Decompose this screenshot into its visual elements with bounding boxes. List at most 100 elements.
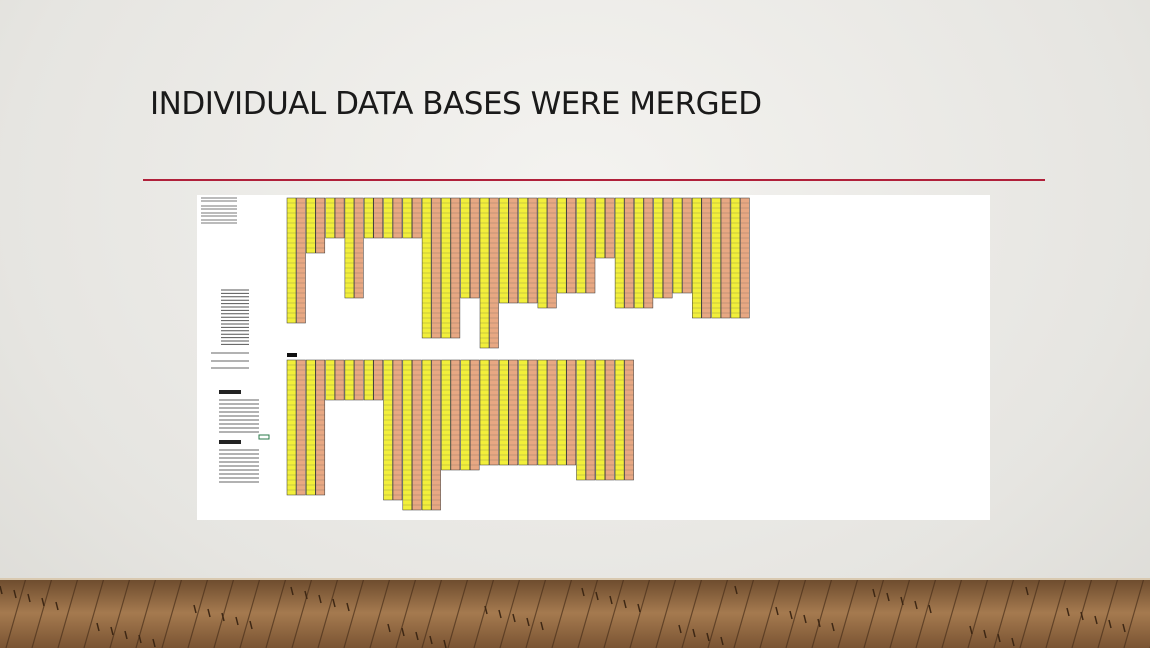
plank-joint bbox=[678, 624, 682, 634]
plank-joint bbox=[928, 604, 932, 614]
plank-seam bbox=[525, 578, 547, 648]
plank-joint bbox=[1094, 615, 1098, 625]
plank-seam bbox=[811, 578, 833, 648]
plank-joint bbox=[1080, 611, 1084, 621]
plank-seam bbox=[1123, 578, 1145, 648]
plank-joint bbox=[484, 605, 488, 615]
plank-seam bbox=[889, 578, 911, 648]
plank-joint bbox=[512, 613, 516, 623]
plank-joint bbox=[27, 593, 31, 603]
plank-joint bbox=[318, 594, 322, 604]
plank-joint bbox=[110, 626, 114, 636]
plank-joint bbox=[96, 622, 100, 632]
plank-seam bbox=[915, 578, 937, 648]
plank-joint bbox=[152, 638, 156, 648]
plank-joint bbox=[526, 617, 530, 627]
plank-joint bbox=[817, 618, 821, 628]
sheet-column-yellow bbox=[286, 359, 297, 496]
plank-seam bbox=[187, 578, 209, 648]
plank-seam bbox=[473, 578, 495, 648]
plank-joint bbox=[0, 585, 3, 595]
plank-joint bbox=[401, 627, 405, 637]
plank-joint bbox=[914, 600, 918, 610]
plank-seam bbox=[733, 578, 755, 648]
sheet-button bbox=[258, 434, 270, 440]
plank-seam bbox=[57, 578, 79, 648]
wood-floor bbox=[0, 578, 1150, 648]
plank-seam bbox=[161, 578, 183, 648]
plank-joint bbox=[692, 628, 696, 638]
sheet-column-yellow bbox=[479, 359, 490, 466]
title-rule bbox=[143, 179, 1045, 181]
plank-seam bbox=[395, 578, 417, 648]
plank-seam bbox=[213, 578, 235, 648]
sheet-column-yellow bbox=[306, 359, 316, 496]
sheet-column-salmon bbox=[527, 359, 538, 466]
sheet-column-yellow bbox=[286, 197, 297, 324]
plank-joint bbox=[623, 599, 627, 609]
sheet-column-yellow bbox=[537, 359, 548, 466]
plank-joint bbox=[789, 610, 793, 620]
sheet-label-box bbox=[287, 353, 297, 357]
plank-joint bbox=[207, 608, 211, 618]
plank-joint bbox=[803, 614, 807, 624]
sheet-column-yellow bbox=[306, 197, 316, 254]
plank-joint bbox=[969, 625, 973, 635]
sheet-column-yellow bbox=[556, 197, 567, 294]
plank-seam bbox=[759, 578, 781, 648]
sheet-column-salmon bbox=[508, 359, 519, 466]
plank-seam bbox=[265, 578, 287, 648]
sheet-column-salmon bbox=[527, 197, 538, 304]
plank-joint bbox=[595, 591, 599, 601]
plank-joint bbox=[1066, 607, 1070, 617]
plank-joint bbox=[1025, 586, 1029, 596]
plank-joint bbox=[346, 602, 350, 612]
sheet-column-salmon bbox=[585, 197, 596, 294]
plank-seam bbox=[993, 578, 1015, 648]
plank-joint bbox=[55, 601, 59, 611]
sheet-column-yellow bbox=[499, 197, 509, 304]
plank-joint bbox=[290, 586, 294, 596]
plank-joint bbox=[1108, 619, 1112, 629]
plank-seam bbox=[5, 578, 27, 648]
plank-seam bbox=[551, 578, 573, 648]
plank-seam bbox=[785, 578, 807, 648]
plank-seam bbox=[863, 578, 885, 648]
plank-seam bbox=[837, 578, 859, 648]
plank-seam bbox=[1097, 578, 1119, 648]
plank-joint bbox=[443, 639, 447, 648]
sheet-column-yellow bbox=[518, 359, 528, 466]
sheet-column-salmon bbox=[566, 197, 576, 294]
plank-joint bbox=[886, 592, 890, 602]
plank-seam bbox=[681, 578, 703, 648]
plank-joint bbox=[415, 631, 419, 641]
slide-title: INDIVIDUAL DATA BASES WERE MERGED bbox=[150, 86, 762, 122]
plank-joint bbox=[235, 616, 239, 626]
plank-seam bbox=[577, 578, 599, 648]
plank-seam bbox=[499, 578, 521, 648]
plank-joint bbox=[706, 632, 710, 642]
plank-seam bbox=[343, 578, 365, 648]
plank-joint bbox=[332, 598, 336, 608]
plank-seam bbox=[447, 578, 469, 648]
sheet-column-salmon bbox=[508, 197, 519, 304]
sheet-column-salmon bbox=[489, 359, 499, 466]
plank-joint bbox=[304, 590, 308, 600]
plank-joint bbox=[734, 585, 738, 595]
plank-joint bbox=[581, 587, 585, 597]
plank-seam bbox=[83, 578, 105, 648]
plank-joint bbox=[387, 623, 391, 633]
sheet-column-yellow bbox=[518, 197, 528, 304]
plank-joint bbox=[429, 635, 433, 645]
sheet-column-salmon bbox=[682, 197, 692, 294]
plank-joint bbox=[1122, 623, 1126, 633]
plank-seam bbox=[317, 578, 339, 648]
plank-joint bbox=[221, 612, 225, 622]
plank-seam bbox=[1019, 578, 1041, 648]
plank-joint bbox=[41, 597, 45, 607]
plank-joint bbox=[775, 606, 779, 616]
sheet-column-yellow bbox=[672, 197, 683, 294]
plank-joint bbox=[997, 633, 1001, 643]
plank-joint bbox=[249, 620, 253, 630]
